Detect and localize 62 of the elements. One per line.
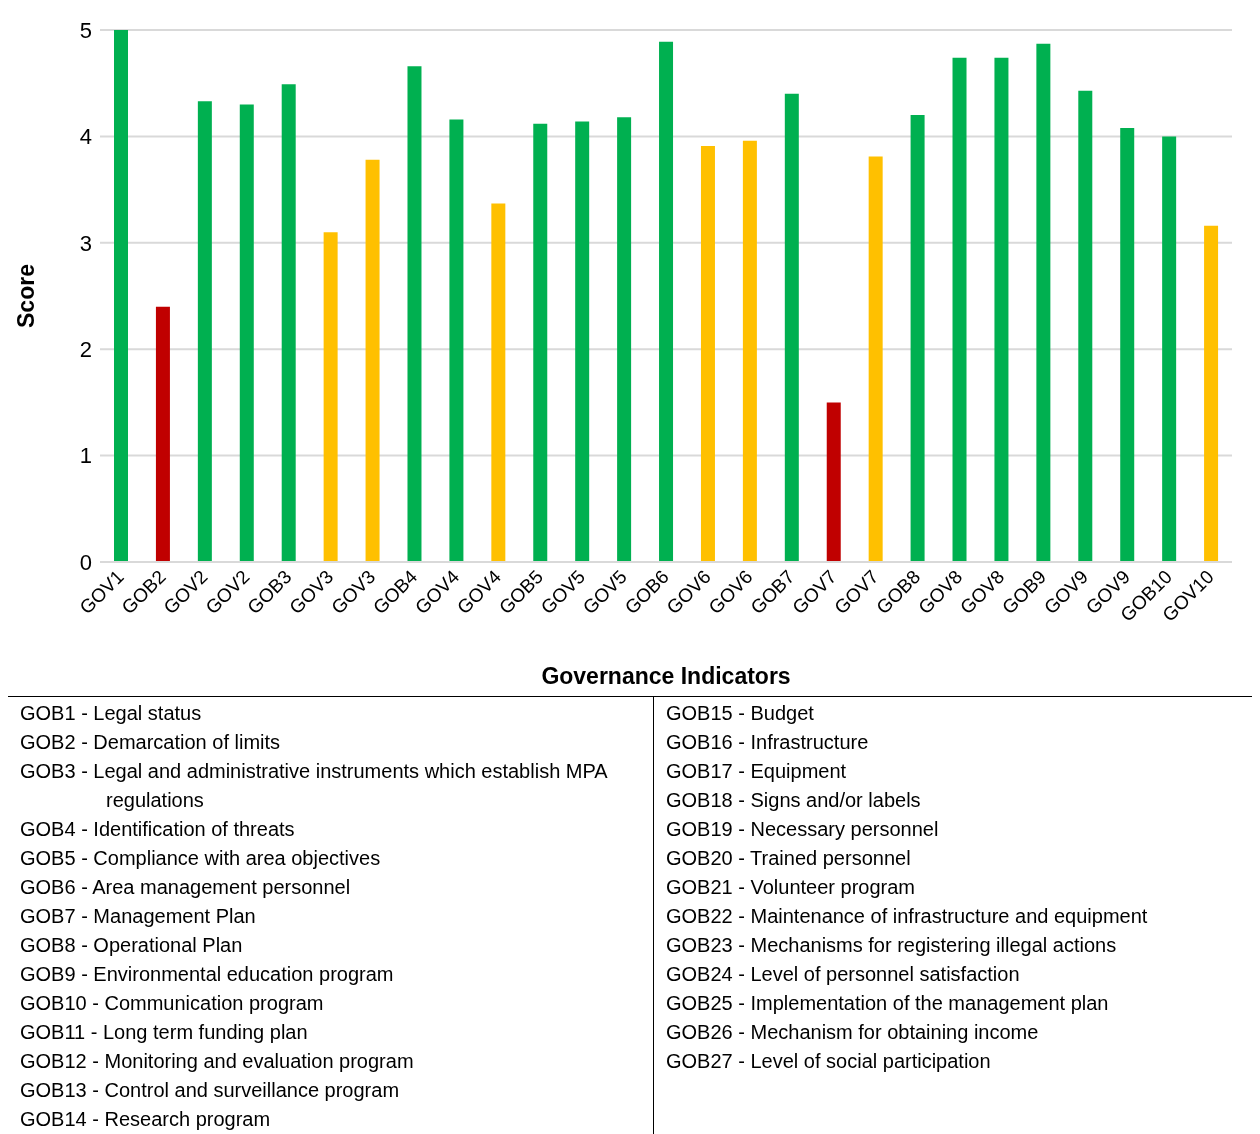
text: GOB12 - Monitoring and evaluation program xyxy=(20,1049,415,1074)
y-tick-label: 1 xyxy=(79,443,92,469)
text: GOB11 - Long term funding plan xyxy=(20,1020,309,1045)
bar xyxy=(952,57,967,562)
y-axis-title: Score xyxy=(13,264,40,328)
y-tick-label: 3 xyxy=(79,230,92,256)
bar xyxy=(826,402,841,562)
bar xyxy=(155,306,170,562)
text: GOB16 - Infrastructure xyxy=(666,730,870,755)
bar xyxy=(910,115,925,562)
bar xyxy=(617,117,632,562)
y-tick-label: 2 xyxy=(79,337,92,363)
text: GOB8 - Operational Plan xyxy=(20,933,244,958)
text: GOB4 - Identification of threats xyxy=(20,817,296,842)
bar xyxy=(784,93,799,562)
bar xyxy=(365,159,380,562)
bar xyxy=(114,30,128,562)
bar xyxy=(1162,136,1177,562)
text: GOB13 - Control and surveillance program xyxy=(20,1078,401,1103)
text: GOB9 - Environmental education program xyxy=(20,962,395,987)
bar xyxy=(868,156,883,562)
text: GOB14 - Research program xyxy=(20,1107,272,1132)
bar xyxy=(659,41,674,562)
y-tick-label: 5 xyxy=(79,17,92,43)
bar xyxy=(575,121,590,562)
text: GOB2 - Demarcation of limits xyxy=(20,730,282,755)
bar xyxy=(700,145,715,562)
bar xyxy=(994,57,1009,562)
text: GOB21 - Volunteer program xyxy=(666,875,916,900)
bar xyxy=(197,101,212,562)
y-tick-label: 4 xyxy=(79,124,92,150)
text: GOB7 - Management Plan xyxy=(20,904,257,929)
text: GOB25 - Implementation of the management plan xyxy=(666,991,1110,1016)
x-axis-title: Governance Indicators xyxy=(541,663,791,689)
bar xyxy=(449,119,464,562)
y-tick-label: 0 xyxy=(79,549,92,575)
text: GOB17 - Equipment xyxy=(666,759,848,784)
text: GOB20 - Trained personnel xyxy=(666,846,912,871)
text: GOB10 - Communication program xyxy=(20,991,325,1016)
bar xyxy=(742,140,757,562)
bar xyxy=(239,104,254,562)
text: GOB18 - Signs and/or labels xyxy=(666,788,922,813)
text: GOB6 - Area management personnel xyxy=(20,875,352,900)
bar xyxy=(533,123,548,562)
text: GOB15 - Budget xyxy=(666,701,815,726)
bar xyxy=(323,232,338,562)
bar xyxy=(1036,43,1051,562)
bar xyxy=(491,203,506,562)
text: GOB27 - Level of social participation xyxy=(666,1049,992,1074)
bar xyxy=(1078,90,1093,562)
text: GOB1 - Legal status xyxy=(20,701,203,726)
text: GOB22 - Maintenance of infrastructure and equipment xyxy=(666,904,1149,929)
bar xyxy=(1204,225,1219,562)
text: GOB26 - Mechanism for obtaining income xyxy=(666,1020,1040,1045)
text: GOB5 - Compliance with area objectives xyxy=(20,846,382,871)
bar xyxy=(407,66,422,562)
text: GOB19 - Necessary personnel xyxy=(666,817,940,842)
bar xyxy=(281,84,296,562)
bar xyxy=(1120,127,1135,562)
text: GOB23 - Mechanisms for registering illegal actions xyxy=(666,933,1118,958)
text: GOB24 - Level of personnel satisfaction xyxy=(666,962,1021,987)
text: GOB3 - Legal and administrative instruments which establish MPA regulations xyxy=(20,759,609,813)
